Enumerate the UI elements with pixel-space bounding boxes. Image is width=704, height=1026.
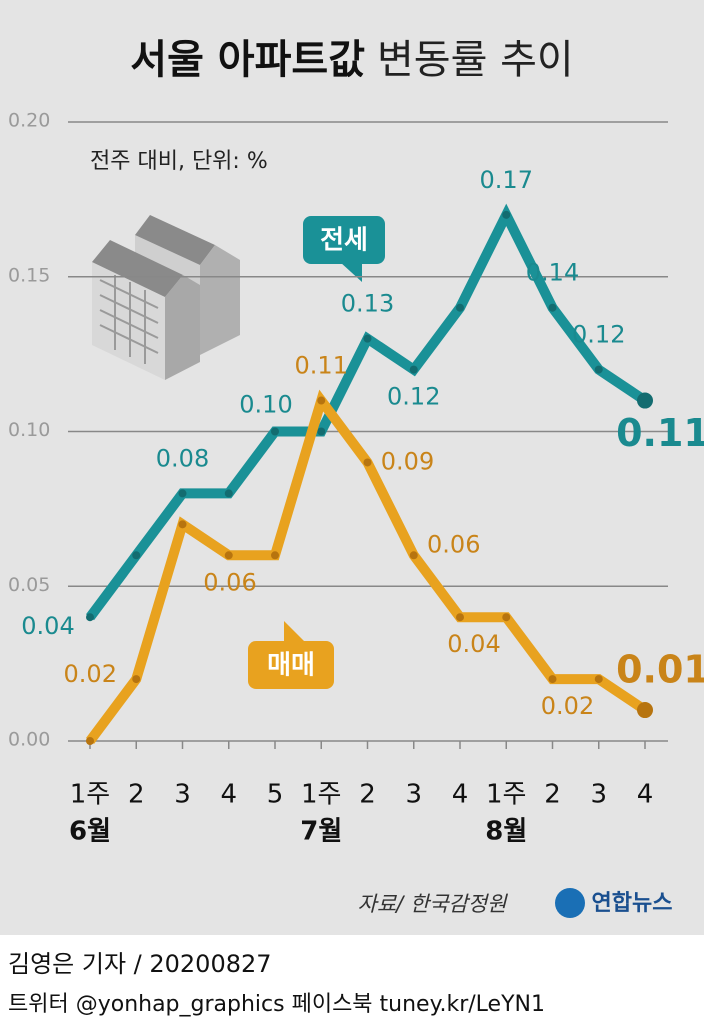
- x-tick-label: 1주: [301, 780, 341, 810]
- data-label: 0.14: [526, 259, 579, 287]
- x-tick-label: 3: [174, 780, 191, 810]
- social: 트위터 @yonhap_graphics 페이스북 tuney.kr/LeYN1: [8, 992, 545, 1017]
- x-tick-label: 1주: [486, 780, 526, 810]
- byline: 김영은 기자 / 20200827: [8, 950, 272, 978]
- point: [86, 613, 94, 622]
- point: [409, 365, 418, 374]
- y-tick-label: 0.00: [8, 729, 50, 751]
- month-label: 6월: [69, 817, 111, 847]
- data-label: 0.13: [341, 290, 394, 318]
- data-label: 0.09: [381, 447, 434, 475]
- subtitle: 전주 대비, 단위: %: [90, 149, 268, 174]
- data-label: 0.11: [616, 411, 704, 455]
- x-tick-label: 2: [544, 780, 561, 810]
- data-label: 0.06: [203, 568, 256, 596]
- y-tick-label: 0.15: [8, 264, 50, 286]
- data-label: 0.12: [572, 321, 625, 349]
- point: [132, 675, 141, 684]
- point: [456, 613, 464, 622]
- x-tick-label: 5: [267, 780, 284, 810]
- data-label: 0.06: [427, 530, 480, 558]
- title-bold: 서울 아파트값: [130, 37, 365, 83]
- point: [363, 334, 372, 343]
- data-label: 0.08: [156, 444, 209, 472]
- point: [224, 489, 233, 498]
- point: [548, 303, 557, 312]
- data-label: 0.17: [480, 166, 533, 194]
- data-label: 0.04: [21, 612, 74, 640]
- data-label: 0.12: [387, 383, 440, 411]
- data-label: 0.02: [541, 692, 594, 720]
- data-label: 0.02: [64, 660, 117, 688]
- building-icon: [92, 215, 240, 380]
- point: [548, 675, 557, 684]
- y-tick-label: 0.10: [8, 419, 50, 441]
- month-label: 8월: [485, 817, 527, 847]
- data-label: 0.04: [447, 630, 500, 658]
- point: [224, 551, 233, 560]
- x-tick-label: 4: [220, 780, 237, 810]
- logo-icon: [555, 888, 585, 918]
- chart-title: 서울 아파트값 변동률 추이: [130, 37, 573, 83]
- point: [637, 702, 653, 719]
- x-tick-label: 3: [405, 780, 422, 810]
- point: [271, 551, 279, 560]
- point: [317, 427, 326, 436]
- y-tick-label: 0.05: [8, 574, 50, 596]
- data-label: 0.10: [239, 391, 292, 419]
- legend-label: 매매: [267, 651, 315, 681]
- x-tick-label: 1주: [70, 780, 110, 810]
- x-tick-label: 3: [590, 780, 607, 810]
- data-label: 0.01: [616, 648, 704, 692]
- point: [132, 551, 141, 560]
- point: [178, 489, 187, 498]
- logo: 연합뉴스: [592, 890, 673, 916]
- point: [86, 737, 94, 745]
- x-tick-label: 4: [452, 780, 469, 810]
- point: [178, 520, 187, 529]
- point: [456, 303, 464, 312]
- title-rest: 변동률 추이: [377, 37, 574, 83]
- x-tick-label: 4: [637, 780, 654, 810]
- y-tick-label: 0.20: [8, 110, 50, 132]
- data-label: 0.11: [295, 352, 348, 380]
- point: [637, 392, 653, 409]
- point: [502, 613, 511, 622]
- footer-bg: [0, 935, 704, 1026]
- x-tick-label: 2: [359, 780, 376, 810]
- point: [502, 210, 511, 219]
- point: [271, 427, 279, 436]
- point: [409, 551, 418, 560]
- source: 자료/ 한국감정원: [358, 892, 509, 916]
- point: [317, 396, 326, 405]
- background: [0, 0, 704, 935]
- point: [594, 365, 603, 374]
- month-label: 7월: [300, 817, 342, 847]
- point: [594, 675, 603, 684]
- point: [363, 458, 372, 467]
- x-tick-label: 2: [128, 780, 145, 810]
- maemae-callout: 매매: [248, 621, 334, 689]
- legend-label: 전세: [320, 226, 368, 256]
